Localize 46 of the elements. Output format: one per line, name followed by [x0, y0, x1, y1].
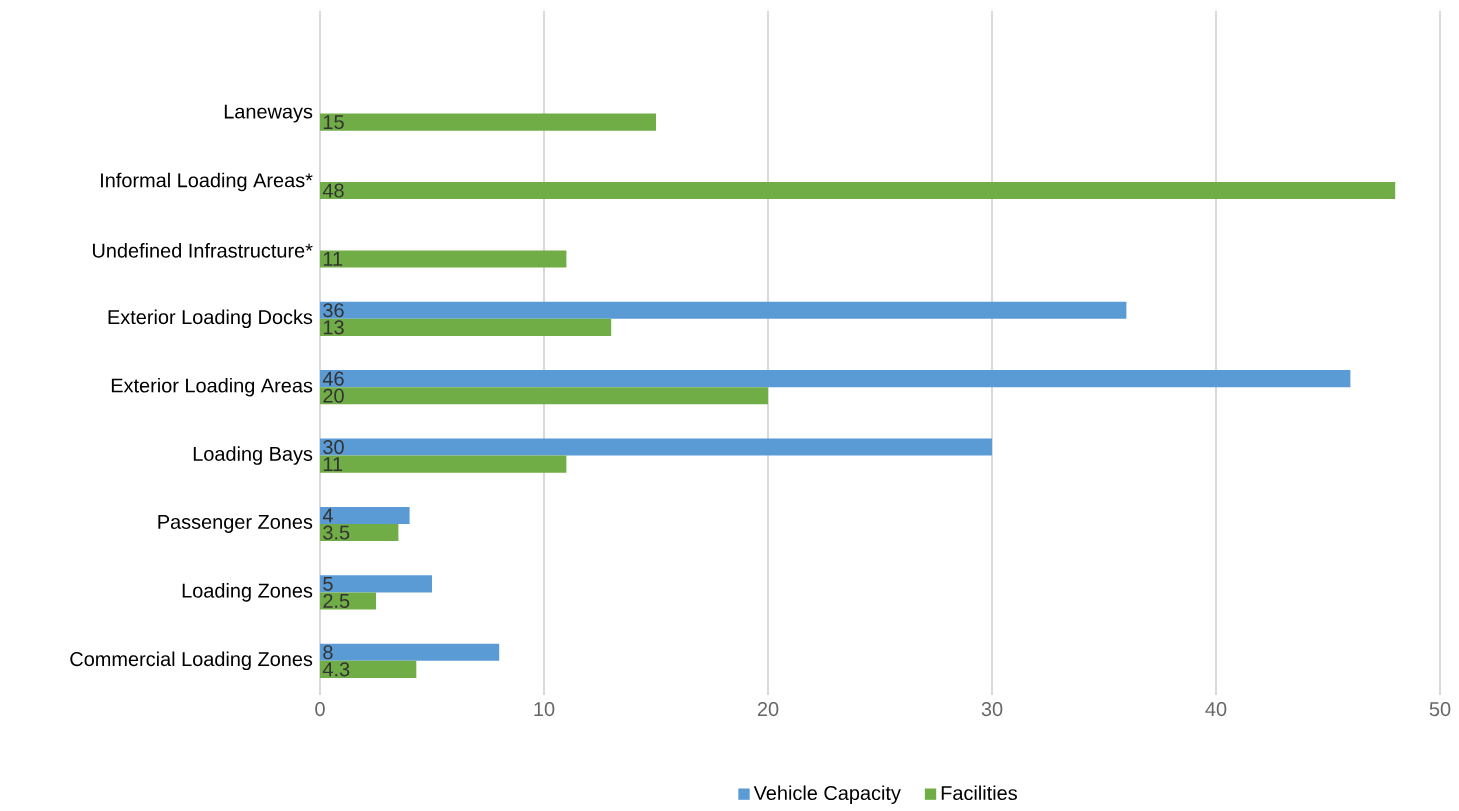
bar: [320, 455, 567, 473]
data-label: 36: [323, 303, 344, 318]
data-label: 3.5: [323, 525, 350, 540]
y-tick-label: Loading Bays: [193, 446, 313, 465]
y-tick-label: Commercial Loading Zones: [70, 651, 313, 671]
bar: [320, 370, 1351, 388]
y-tick-label: Laneways: [224, 104, 313, 123]
bar: [320, 575, 432, 593]
x-tick-label: 20: [757, 702, 779, 717]
bar: [320, 387, 769, 405]
bar: [320, 113, 656, 131]
data-label: 4: [322, 508, 333, 523]
bar: [320, 660, 417, 678]
bar: [320, 250, 567, 268]
data-label: 8: [323, 645, 333, 660]
y-tick-label: Undefined Infrastructure*: [92, 243, 313, 258]
x-tick-label: 0: [315, 702, 325, 717]
bar: [320, 438, 992, 456]
y-tick-label: Loading Zones: [182, 583, 313, 602]
bar: [320, 318, 612, 336]
data-label: 5: [323, 576, 333, 591]
x-tick-label: 10: [534, 702, 555, 717]
x-tick-label: 30: [981, 702, 1003, 717]
legend-label: Vehicle Capacity: [753, 785, 901, 805]
bar: [320, 643, 500, 661]
data-label: 30: [323, 440, 344, 455]
y-tick-label: Exterior Loading Docks: [108, 309, 313, 329]
bar: [320, 301, 1127, 319]
legend-label: Facilities: [941, 785, 1017, 801]
data-label: 4.3: [322, 662, 350, 677]
data-label: 11: [323, 252, 343, 266]
y-tick-label: Informal Loading Areas*: [101, 172, 313, 192]
x-tick-label: 50: [1429, 702, 1451, 717]
data-label: 20: [323, 388, 344, 403]
data-label: 13: [323, 320, 344, 335]
data-label: 15: [323, 115, 344, 130]
data-label: 48: [322, 183, 344, 198]
data-label: 11: [323, 457, 343, 472]
bar: [320, 506, 410, 525]
y-tick-label: Passenger Zones: [158, 515, 313, 533]
x-tick-label: 40: [1205, 702, 1227, 717]
data-label: 46: [322, 371, 344, 386]
data-label: 2.5: [323, 593, 350, 609]
bar: [320, 524, 399, 542]
y-tick-label: Exterior Loading Areas: [111, 377, 313, 397]
bar: [320, 182, 1396, 200]
